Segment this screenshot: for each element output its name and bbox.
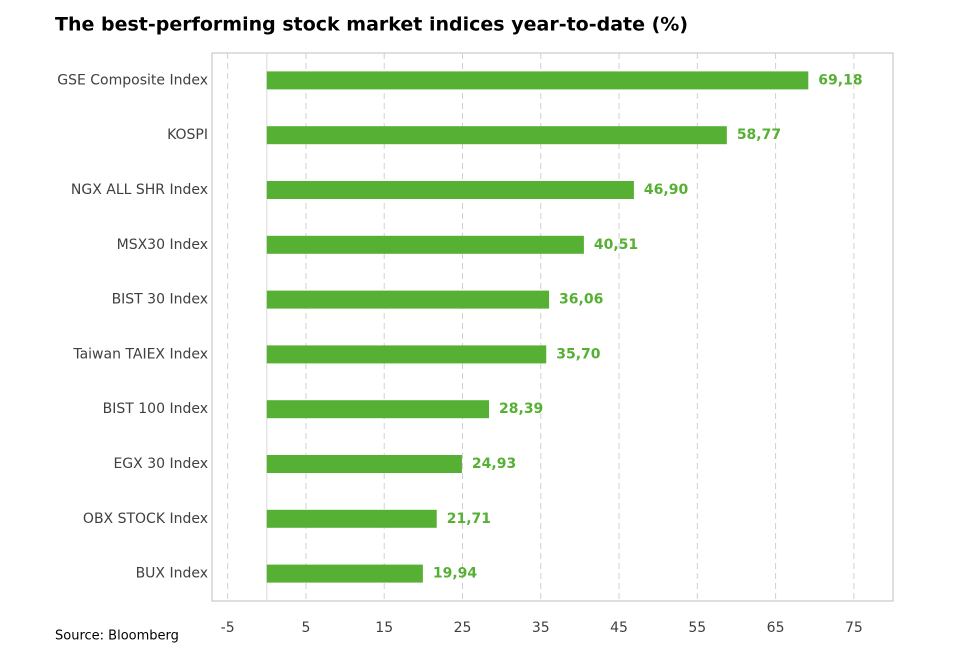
y-tick-label: Taiwan TAIEX Index [72, 346, 208, 362]
data-label: 28,39 [499, 401, 543, 417]
x-tick-label: -5 [221, 620, 235, 636]
plot-frame [211, 52, 894, 602]
x-tick-label: 25 [454, 620, 472, 636]
data-label: 19,94 [433, 566, 478, 582]
y-tick-label: NGX ALL SHR Index [71, 182, 208, 198]
x-tick-label: 5 [301, 620, 310, 636]
y-tick-label: BUX Index [136, 566, 208, 582]
bar [266, 455, 462, 473]
data-label: 35,70 [556, 346, 601, 362]
chart-title: The best-performing stock market indices… [55, 14, 688, 36]
x-tick-label: 15 [375, 620, 393, 636]
data-label: 21,71 [447, 511, 491, 527]
data-label: 24,93 [472, 456, 516, 472]
bar [266, 71, 809, 90]
data-label: 46,90 [644, 182, 689, 198]
data-label: 40,51 [594, 237, 638, 253]
x-tick-label: 35 [532, 620, 550, 636]
bar [266, 126, 727, 145]
data-label: 58,77 [737, 127, 781, 143]
y-tick-label: MSX30 Index [117, 237, 208, 253]
bar [266, 345, 547, 364]
y-tick-label: KOSPI [167, 127, 208, 143]
bar [266, 235, 584, 254]
y-tick-label: GSE Composite Index [57, 72, 208, 88]
source-note: Source: Bloomberg [55, 629, 179, 644]
x-tick-label: 65 [767, 620, 785, 636]
data-label: 69,18 [818, 72, 862, 88]
x-tick-label: 55 [688, 620, 706, 636]
x-tick-label: 75 [845, 620, 863, 636]
bar [266, 509, 437, 528]
bar [266, 400, 490, 419]
y-tick-label: BIST 30 Index [112, 292, 208, 308]
bar [266, 181, 634, 199]
bar [266, 290, 550, 309]
data-label: 36,06 [559, 292, 603, 308]
y-tick-label: BIST 100 Index [103, 401, 208, 417]
y-tick-label: EGX 30 Index [113, 456, 208, 472]
x-tick-label: 45 [610, 620, 628, 636]
y-tick-label: OBX STOCK Index [83, 511, 208, 527]
bar [266, 564, 423, 583]
